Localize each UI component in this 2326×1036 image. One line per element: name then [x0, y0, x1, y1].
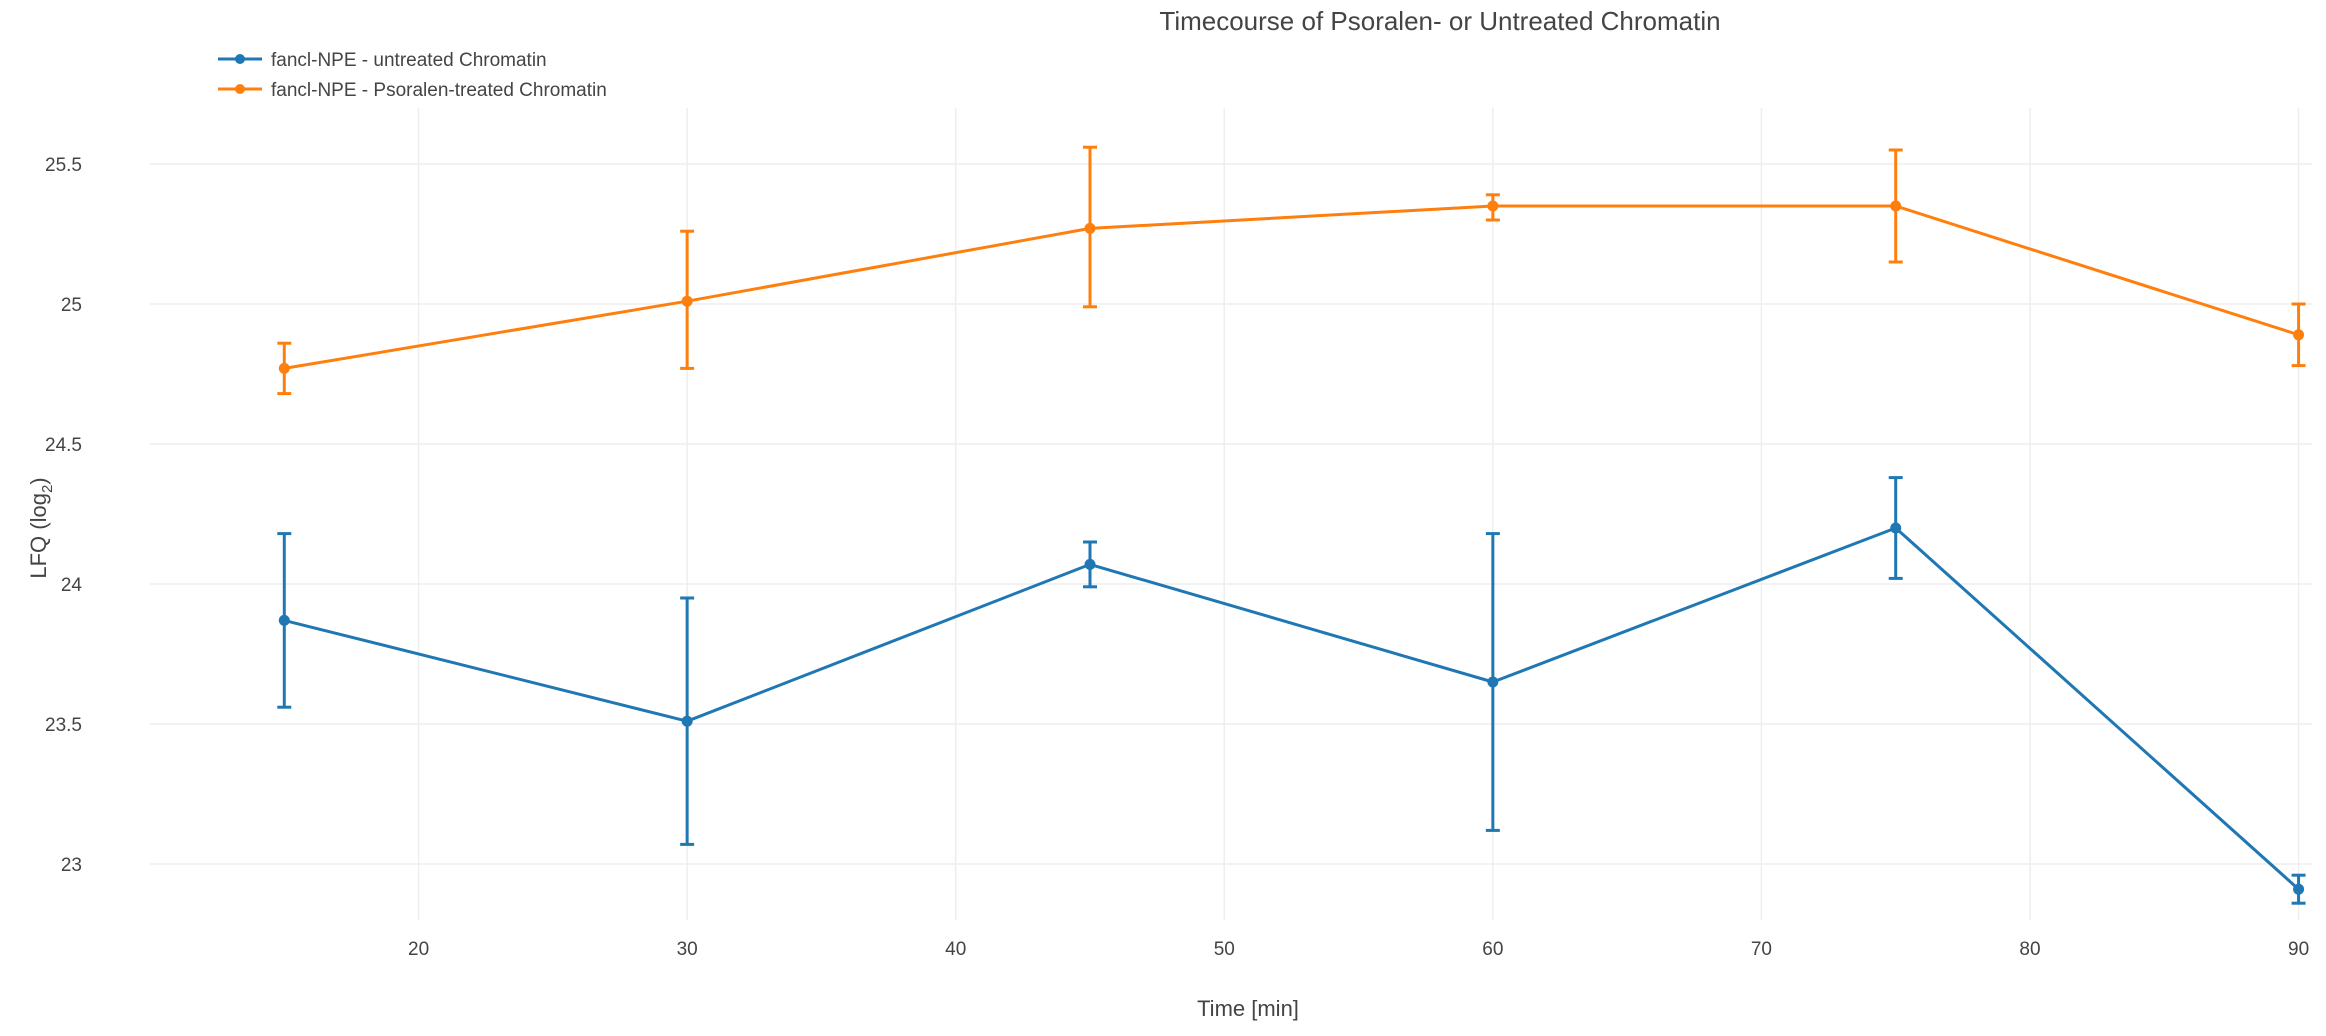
- data-point[interactable]: [1084, 222, 1096, 234]
- y-tick-label: 24.5: [45, 435, 82, 456]
- y-tick-label: 25: [61, 295, 82, 316]
- x-tick-label: 60: [1482, 939, 1503, 960]
- grid-layer: [150, 108, 2312, 920]
- series-psoralen: [277, 145, 2306, 396]
- x-axis-title: Time [min]: [1197, 996, 1299, 1021]
- data-point[interactable]: [1890, 522, 1902, 534]
- legend-item-untreated[interactable]: fancl-NPE - untreated Chromatin: [218, 50, 547, 71]
- chart-title: Timecourse of Psoralen- or Untreated Chr…: [1159, 6, 1720, 36]
- series-layer: [277, 145, 2306, 905]
- x-tick-label: 90: [2288, 939, 2309, 960]
- legend-marker-psoralen: [235, 84, 245, 94]
- series-line: [283, 526, 2300, 891]
- data-point[interactable]: [2293, 883, 2305, 895]
- data-point[interactable]: [1487, 200, 1499, 212]
- y-tick-labels: 23 23.5 24 24.5 25 25.5: [45, 155, 82, 876]
- y-axis-title-close: ): [26, 477, 51, 484]
- data-point[interactable]: [681, 715, 693, 727]
- series-line: [284, 204, 2300, 370]
- legend[interactable]: fancl-NPE - untreated Chromatin fancl-NP…: [218, 50, 607, 101]
- y-tick-label: 24: [61, 575, 83, 596]
- data-point[interactable]: [1084, 558, 1096, 570]
- legend-label-psoralen: fancl-NPE - Psoralen-treated Chromatin: [271, 80, 607, 101]
- legend-item-psoralen[interactable]: fancl-NPE - Psoralen-treated Chromatin: [218, 80, 607, 101]
- legend-label-untreated: fancl-NPE - untreated Chromatin: [271, 50, 547, 71]
- x-tick-label: 30: [677, 939, 698, 960]
- y-axis-title-main: LFQ (log: [26, 493, 51, 579]
- y-tick-label: 23: [61, 855, 82, 876]
- x-tick-label: 40: [945, 939, 966, 960]
- x-tick-label: 70: [1751, 939, 1772, 960]
- data-point[interactable]: [1890, 200, 1902, 212]
- x-tick-label: 50: [1214, 939, 1235, 960]
- data-point[interactable]: [1487, 676, 1499, 688]
- y-axis-title-subscript: 2: [39, 485, 56, 493]
- x-tick-label: 80: [2019, 939, 2040, 960]
- x-tick-labels: 20 30 40 50 60 70 80 90: [408, 939, 2309, 960]
- series-untreated: [277, 476, 2306, 905]
- y-tick-label: 23.5: [45, 715, 82, 736]
- data-point[interactable]: [2293, 329, 2305, 341]
- legend-marker-untreated: [235, 54, 245, 64]
- y-tick-label: 25.5: [45, 155, 82, 176]
- data-point[interactable]: [278, 614, 290, 626]
- x-tick-label: 20: [408, 939, 429, 960]
- y-axis-title: LFQ (log2): [26, 477, 56, 578]
- data-point[interactable]: [278, 362, 290, 374]
- data-point[interactable]: [681, 295, 693, 307]
